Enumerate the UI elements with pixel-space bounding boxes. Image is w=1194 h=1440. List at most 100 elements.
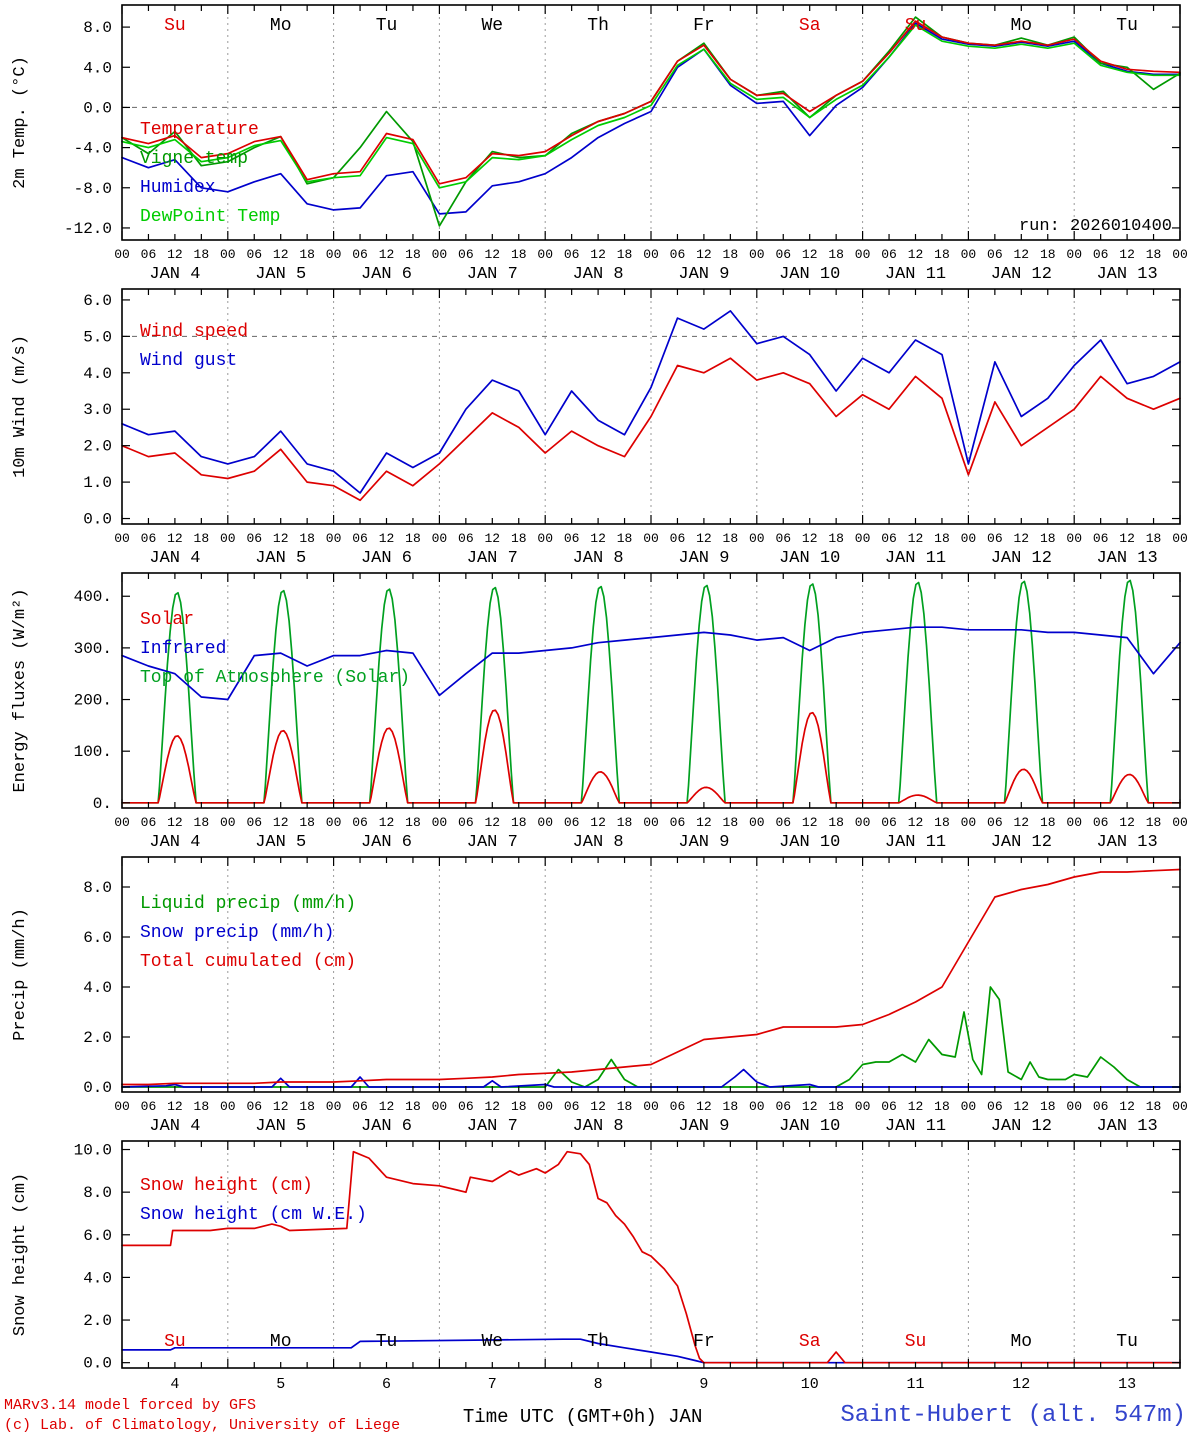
day-date-label: JAN 11 <box>885 1117 946 1136</box>
day-name-label: Th <box>587 1332 609 1352</box>
hour-tick-label: 18 <box>1040 1099 1056 1114</box>
hour-tick-label: 12 <box>167 815 183 830</box>
temperature-legend: Temperature <box>140 120 259 140</box>
hour-tick-label: 12 <box>590 531 606 546</box>
y-tick-label: 3.0 <box>83 401 112 419</box>
hour-tick-label: 00 <box>537 247 553 262</box>
y-tick-label: 4.0 <box>83 59 112 77</box>
panel-precip: 0.0 2.0 4.0 6.0 8.0 Precip (mm/h) 00 06 12 18 00 06… <box>0 852 1194 1136</box>
day-name-label: Th <box>587 16 609 36</box>
day-name-label: Su <box>905 1332 927 1352</box>
y-tick-label: 2.0 <box>83 1029 112 1047</box>
hour-tick-label: 00 <box>326 247 342 262</box>
hour-tick-label: 18 <box>1040 531 1056 546</box>
hour-tick-label: 12 <box>696 247 712 262</box>
hour-tick-label: 06 <box>458 815 474 830</box>
snow-height-cm-w-e-line <box>121 1338 1181 1364</box>
hour-tick-label: 18 <box>511 247 527 262</box>
day-number-label: 4 <box>170 1376 179 1393</box>
hour-tick-label: 00 <box>537 1099 553 1114</box>
hour-tick-label: 12 <box>590 247 606 262</box>
y-axis-title: Snow height (cm) <box>11 1173 30 1336</box>
hour-tick-label: 00 <box>961 247 977 262</box>
hour-tick-label: 00 <box>1172 815 1188 830</box>
hour-tick-label: 12 <box>273 247 289 262</box>
hour-tick-label: 12 <box>1119 815 1135 830</box>
hour-tick-label: 00 <box>114 531 130 546</box>
day-date-label: JAN 8 <box>573 549 624 568</box>
hour-tick-label: 00 <box>1172 531 1188 546</box>
y-axis-title: 2m Temp. (°C) <box>11 56 30 189</box>
hour-tick-label: 00 <box>1066 247 1082 262</box>
hour-tick-label: 18 <box>934 247 950 262</box>
humidex-legend: Humidex <box>140 178 216 198</box>
hour-tick-label: 18 <box>934 815 950 830</box>
hour-tick-label: 00 <box>643 247 659 262</box>
hour-tick-label: 12 <box>1013 247 1029 262</box>
hour-tick-label: 00 <box>1066 815 1082 830</box>
hour-tick-label: 06 <box>352 815 368 830</box>
y-tick-label: 6.0 <box>83 1227 112 1245</box>
day-name-label: Mo <box>1010 16 1032 36</box>
y-tick-label: 8.0 <box>83 879 112 897</box>
y-tick-label: -8.0 <box>74 180 112 198</box>
y-tick-label: 6.0 <box>83 929 112 947</box>
day-name-label: Tu <box>1116 16 1138 36</box>
y-tick-label: 4.0 <box>83 1269 112 1287</box>
day-name-label: Su <box>905 16 927 36</box>
day-date-label: JAN 11 <box>885 265 946 284</box>
y-tick-label: 1.0 <box>83 474 112 492</box>
hour-tick-label: 18 <box>934 531 950 546</box>
hour-tick-label: 00 <box>114 815 130 830</box>
day-date-label: JAN 8 <box>573 833 624 852</box>
station-label: Saint-Hubert (alt. 547m) <box>840 1402 1186 1429</box>
hour-tick-label: 12 <box>696 531 712 546</box>
wind-speed-line <box>121 357 1181 502</box>
day-date-label: JAN 7 <box>467 265 518 284</box>
hour-tick-label: 06 <box>775 815 791 830</box>
hour-tick-label: 18 <box>828 247 844 262</box>
hour-tick-label: 06 <box>775 531 791 546</box>
day-number-label: 7 <box>488 1376 497 1393</box>
y-tick-label: 200. <box>74 692 112 710</box>
hour-tick-label: 00 <box>855 531 871 546</box>
day-date-label: JAN 13 <box>1096 549 1157 568</box>
hour-tick-label: 18 <box>511 531 527 546</box>
day-date-label: JAN 10 <box>779 265 840 284</box>
day-name-label: Tu <box>1116 1332 1138 1352</box>
hour-tick-label: 12 <box>273 1099 289 1114</box>
day-number-label: 13 <box>1118 1376 1136 1393</box>
day-name-label: We <box>481 1332 503 1352</box>
hour-tick-label: 18 <box>1146 1099 1162 1114</box>
infrared-legend: Infrared <box>140 639 226 659</box>
hour-tick-label: 00 <box>432 1099 448 1114</box>
hour-tick-label: 18 <box>405 815 421 830</box>
run-label: run: 2026010400 <box>1019 217 1172 236</box>
day-date-label: JAN 4 <box>149 833 200 852</box>
hour-tick-label: 00 <box>326 531 342 546</box>
hour-tick-label: 18 <box>617 1099 633 1114</box>
hour-tick-label: 06 <box>564 247 580 262</box>
day-date-label: JAN 10 <box>779 549 840 568</box>
hour-tick-label: 06 <box>670 815 686 830</box>
day-date-label: JAN 10 <box>779 833 840 852</box>
precip-chart: 0.0 2.0 4.0 6.0 8.0 Precip (mm/h) 00 06 12 18 00 06… <box>11 856 1188 1136</box>
hour-tick-label: 00 <box>961 815 977 830</box>
hour-tick-label: 06 <box>458 1099 474 1114</box>
day-date-label: JAN 12 <box>991 1117 1052 1136</box>
hour-tick-label: 00 <box>537 531 553 546</box>
hour-tick-label: 00 <box>855 815 871 830</box>
day-name-label: Mo <box>1010 1332 1032 1352</box>
day-date-label: JAN 7 <box>467 1117 518 1136</box>
hour-tick-label: 12 <box>802 247 818 262</box>
hour-tick-label: 00 <box>432 247 448 262</box>
hour-tick-label: 06 <box>141 247 157 262</box>
hour-tick-label: 06 <box>458 247 474 262</box>
wind-gust-line <box>121 310 1181 494</box>
y-tick-label: 6.0 <box>83 292 112 310</box>
hour-tick-label: 06 <box>246 815 262 830</box>
hour-tick-label: 06 <box>775 247 791 262</box>
day-name-label: Tu <box>376 16 398 36</box>
hour-tick-label: 00 <box>114 1099 130 1114</box>
hour-tick-label: 00 <box>749 1099 765 1114</box>
